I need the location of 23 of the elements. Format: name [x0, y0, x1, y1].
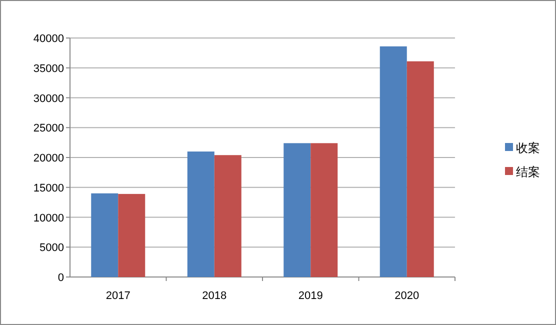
bar [91, 193, 118, 277]
y-tick-label: 40000 [33, 33, 64, 45]
y-tick-label: 20000 [33, 152, 64, 164]
y-tick-label: 10000 [33, 212, 64, 224]
bar [214, 155, 242, 277]
bar [380, 46, 407, 277]
y-tick-label: 0 [58, 272, 64, 284]
legend-label: 收案 [516, 141, 540, 155]
y-tick-label: 5000 [40, 242, 64, 254]
bar [118, 194, 146, 277]
y-tick-label: 30000 [33, 92, 64, 105]
y-tick-label: 15000 [33, 182, 64, 194]
legend-label: 结案 [516, 165, 540, 179]
x-tick-label: 2018 [202, 290, 227, 302]
x-tick-label: 2020 [394, 290, 420, 302]
bar [310, 143, 338, 277]
y-tick-label: 35000 [33, 62, 64, 75]
bar [406, 61, 434, 277]
x-tick-label: 2017 [106, 290, 130, 302]
y-tick-label: 25000 [33, 122, 64, 135]
x-tick-label: 2019 [298, 290, 323, 302]
bar [284, 143, 311, 277]
bar [187, 152, 214, 277]
